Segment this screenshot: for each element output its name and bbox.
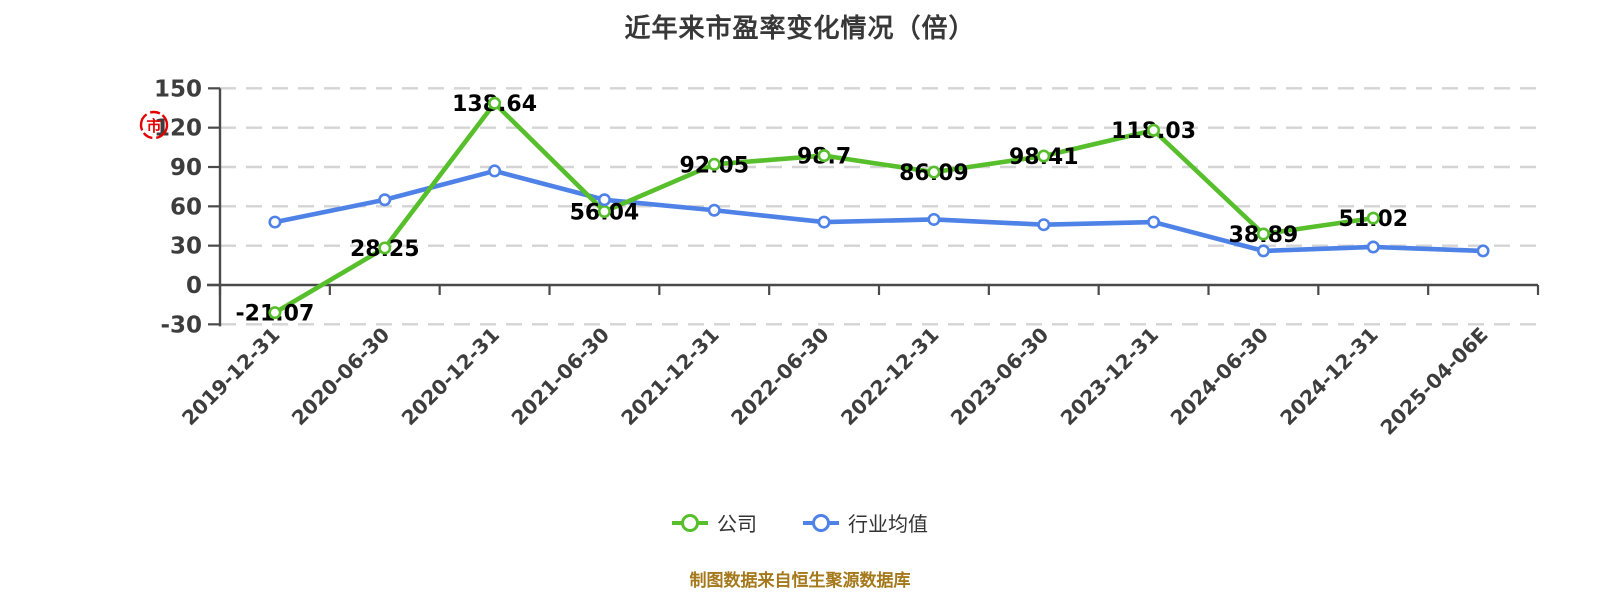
legend-item-company[interactable]: 公司 [672,508,757,537]
x-tick-label: 2023-06-30 [946,323,1053,430]
data-point [597,193,611,207]
series-line-公司 [272,100,1376,315]
chart-title: 近年来市盈率变化情况（倍） [624,14,976,44]
data-point [1147,123,1161,137]
company-series-marker-icon [672,515,708,531]
x-tick-label: 2022-12-31 [836,323,943,430]
x-tick-label: 2019-12-31 [177,323,284,430]
y-tick-label: -30 [160,312,202,338]
legend-item-label: 行业均值 [848,512,928,536]
x-tick-label: 2021-06-30 [507,323,614,430]
data-point [817,215,831,229]
data-point [817,149,831,163]
data-point [927,212,941,226]
x-tick-label: 2022-06-30 [726,323,833,430]
data-point [1366,211,1380,225]
legend: 公司 行业均值 [0,508,1600,537]
data-point [488,96,502,110]
data-point [1256,227,1270,241]
data-point [1147,215,1161,229]
x-tick-label: 2025-04-06E [1376,323,1493,440]
y-axis-labels: 150 120 90 60 30 0 -30 [154,76,202,338]
red-seal-icon: 市 [138,108,170,142]
footer-source: 制图数据来自恒生聚源数据库 [689,571,911,591]
data-point [378,241,392,255]
data-point [1476,244,1490,258]
data-point [268,215,282,229]
x-tick-label: 2020-06-30 [287,323,394,430]
series-points-公司 [268,96,1380,320]
y-tick-label: 0 [186,273,202,299]
y-tick-label: 30 [170,234,202,260]
industry-average-series-marker-icon [803,515,839,531]
series-line-行业均值 [272,168,1486,254]
axes [207,87,1540,327]
data-point [378,193,392,207]
data-point [488,164,502,178]
x-tick-label: 2020-12-31 [397,323,504,430]
y-tick-label: 120 [154,116,202,142]
data-point [1037,149,1051,163]
legend-item-label: 公司 [717,512,757,536]
gridlines [220,87,1538,326]
x-tick-label: 2021-12-31 [616,323,723,430]
data-point [707,157,721,171]
x-axis-labels: 2019-12-31 2020-06-30 2020-12-31 2021-06-30… [177,323,1493,440]
series-points-行业均值 [268,164,1490,258]
data-point [597,205,611,219]
x-tick-label: 2024-12-31 [1275,323,1382,430]
data-point [268,306,282,320]
y-tick-label: 60 [170,194,202,220]
x-tick-label: 2024-06-30 [1166,323,1273,430]
seal-ring [139,110,169,140]
x-tick-label: 2023-12-31 [1056,323,1163,430]
data-point [927,165,941,179]
data-point [1256,244,1270,258]
data-point [1366,240,1380,254]
seal-char: 市 [146,117,161,135]
data-point [1037,218,1051,232]
data-point [707,203,721,217]
y-tick-label: 90 [170,155,202,181]
legend-item-industry-average[interactable]: 行业均值 [803,508,928,537]
y-tick-label: 150 [154,76,202,102]
